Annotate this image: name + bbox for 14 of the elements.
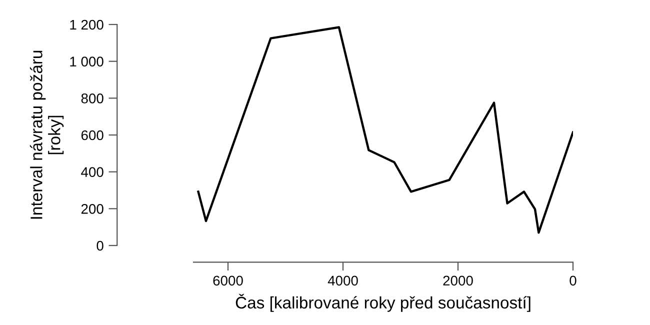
- x-tick-label: 4000: [328, 276, 358, 286]
- y-tick-label: 400: [81, 167, 104, 178]
- y-tick-label: 800: [81, 94, 104, 104]
- x-tick-label: 6000: [213, 276, 243, 286]
- y-axis-title: Interval návratu požáru [roky]: [30, 50, 64, 219]
- line-series: [197, 26, 573, 234]
- x-tick-label: 0: [570, 276, 576, 286]
- y-tick-label: 1 000: [70, 56, 104, 67]
- y-tick-label: 200: [81, 204, 104, 214]
- y-tick-label: 0: [96, 240, 104, 251]
- x-tick-label: 2000: [443, 276, 473, 286]
- y-tick-label: 600: [81, 130, 104, 140]
- y-tick-label: 1 200: [70, 20, 104, 30]
- x-axis-title: Čas [kalibrované roky před současností]: [236, 294, 530, 312]
